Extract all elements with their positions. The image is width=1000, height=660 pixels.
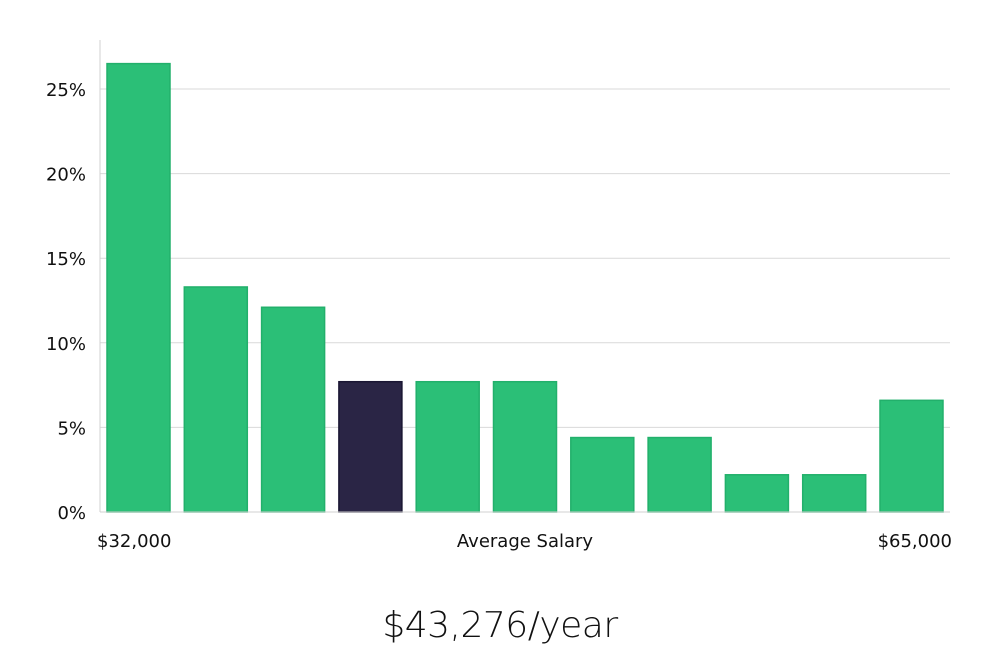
bar[interactable] bbox=[415, 380, 480, 513]
bar[interactable] bbox=[570, 436, 635, 513]
bar[interactable] bbox=[724, 474, 790, 513]
bar[interactable] bbox=[183, 286, 249, 513]
y-tick-label: 25% bbox=[46, 80, 86, 101]
y-tick-label: 15% bbox=[46, 249, 86, 270]
y-tick-label: 0% bbox=[57, 503, 86, 524]
bar[interactable] bbox=[260, 306, 326, 513]
y-tick-label: 10% bbox=[46, 334, 86, 355]
bar[interactable] bbox=[647, 436, 712, 513]
x-min-label: $32,000 bbox=[97, 531, 171, 552]
bars-layer bbox=[100, 62, 950, 513]
y-tick-label: 20% bbox=[46, 165, 86, 186]
bar[interactable] bbox=[106, 62, 171, 513]
bar[interactable] bbox=[492, 380, 558, 513]
y-tick-label: 5% bbox=[57, 418, 86, 439]
x-axis-label: Average Salary bbox=[457, 531, 594, 552]
bar[interactable] bbox=[879, 399, 944, 513]
average-salary-value: $43,276/year bbox=[382, 605, 618, 646]
bar-highlighted[interactable] bbox=[338, 380, 403, 513]
bar[interactable] bbox=[801, 474, 867, 513]
y-tick-labels: 0% 5% 10% 15% 20% 25% bbox=[46, 80, 86, 524]
x-max-label: $65,000 bbox=[878, 531, 952, 552]
salary-histogram-chart: 0%5%10%15%20%25% $32,000 Average Salary … bbox=[46, 40, 952, 552]
